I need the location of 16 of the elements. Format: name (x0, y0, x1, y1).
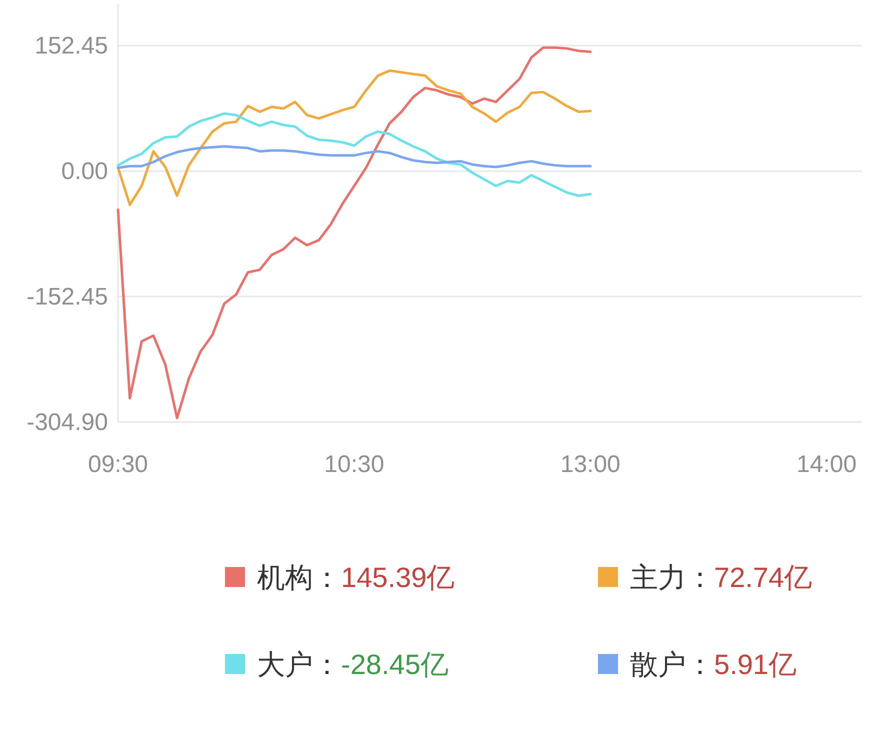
y-tick-label: -152.45 (26, 284, 108, 311)
x-tick-label: 09:30 (88, 451, 148, 478)
y-tick-label: -304.90 (26, 409, 108, 436)
x-tick-label: 14:00 (796, 451, 857, 478)
x-tick-label: 13:00 (560, 451, 620, 478)
x-tick-label: 10:30 (324, 451, 384, 478)
text: 72.74亿 (714, 562, 812, 593)
line-series (116, 69, 592, 206)
text: -28.45亿 (341, 649, 448, 680)
line-series (116, 145, 592, 170)
y-tick-label: 0.00 (61, 158, 108, 186)
text: 5.91亿 (714, 649, 796, 680)
line-series (116, 112, 592, 198)
text: 145.39亿 (341, 562, 455, 593)
y-tick-label: 152.45 (34, 32, 108, 60)
line-series (116, 46, 592, 420)
